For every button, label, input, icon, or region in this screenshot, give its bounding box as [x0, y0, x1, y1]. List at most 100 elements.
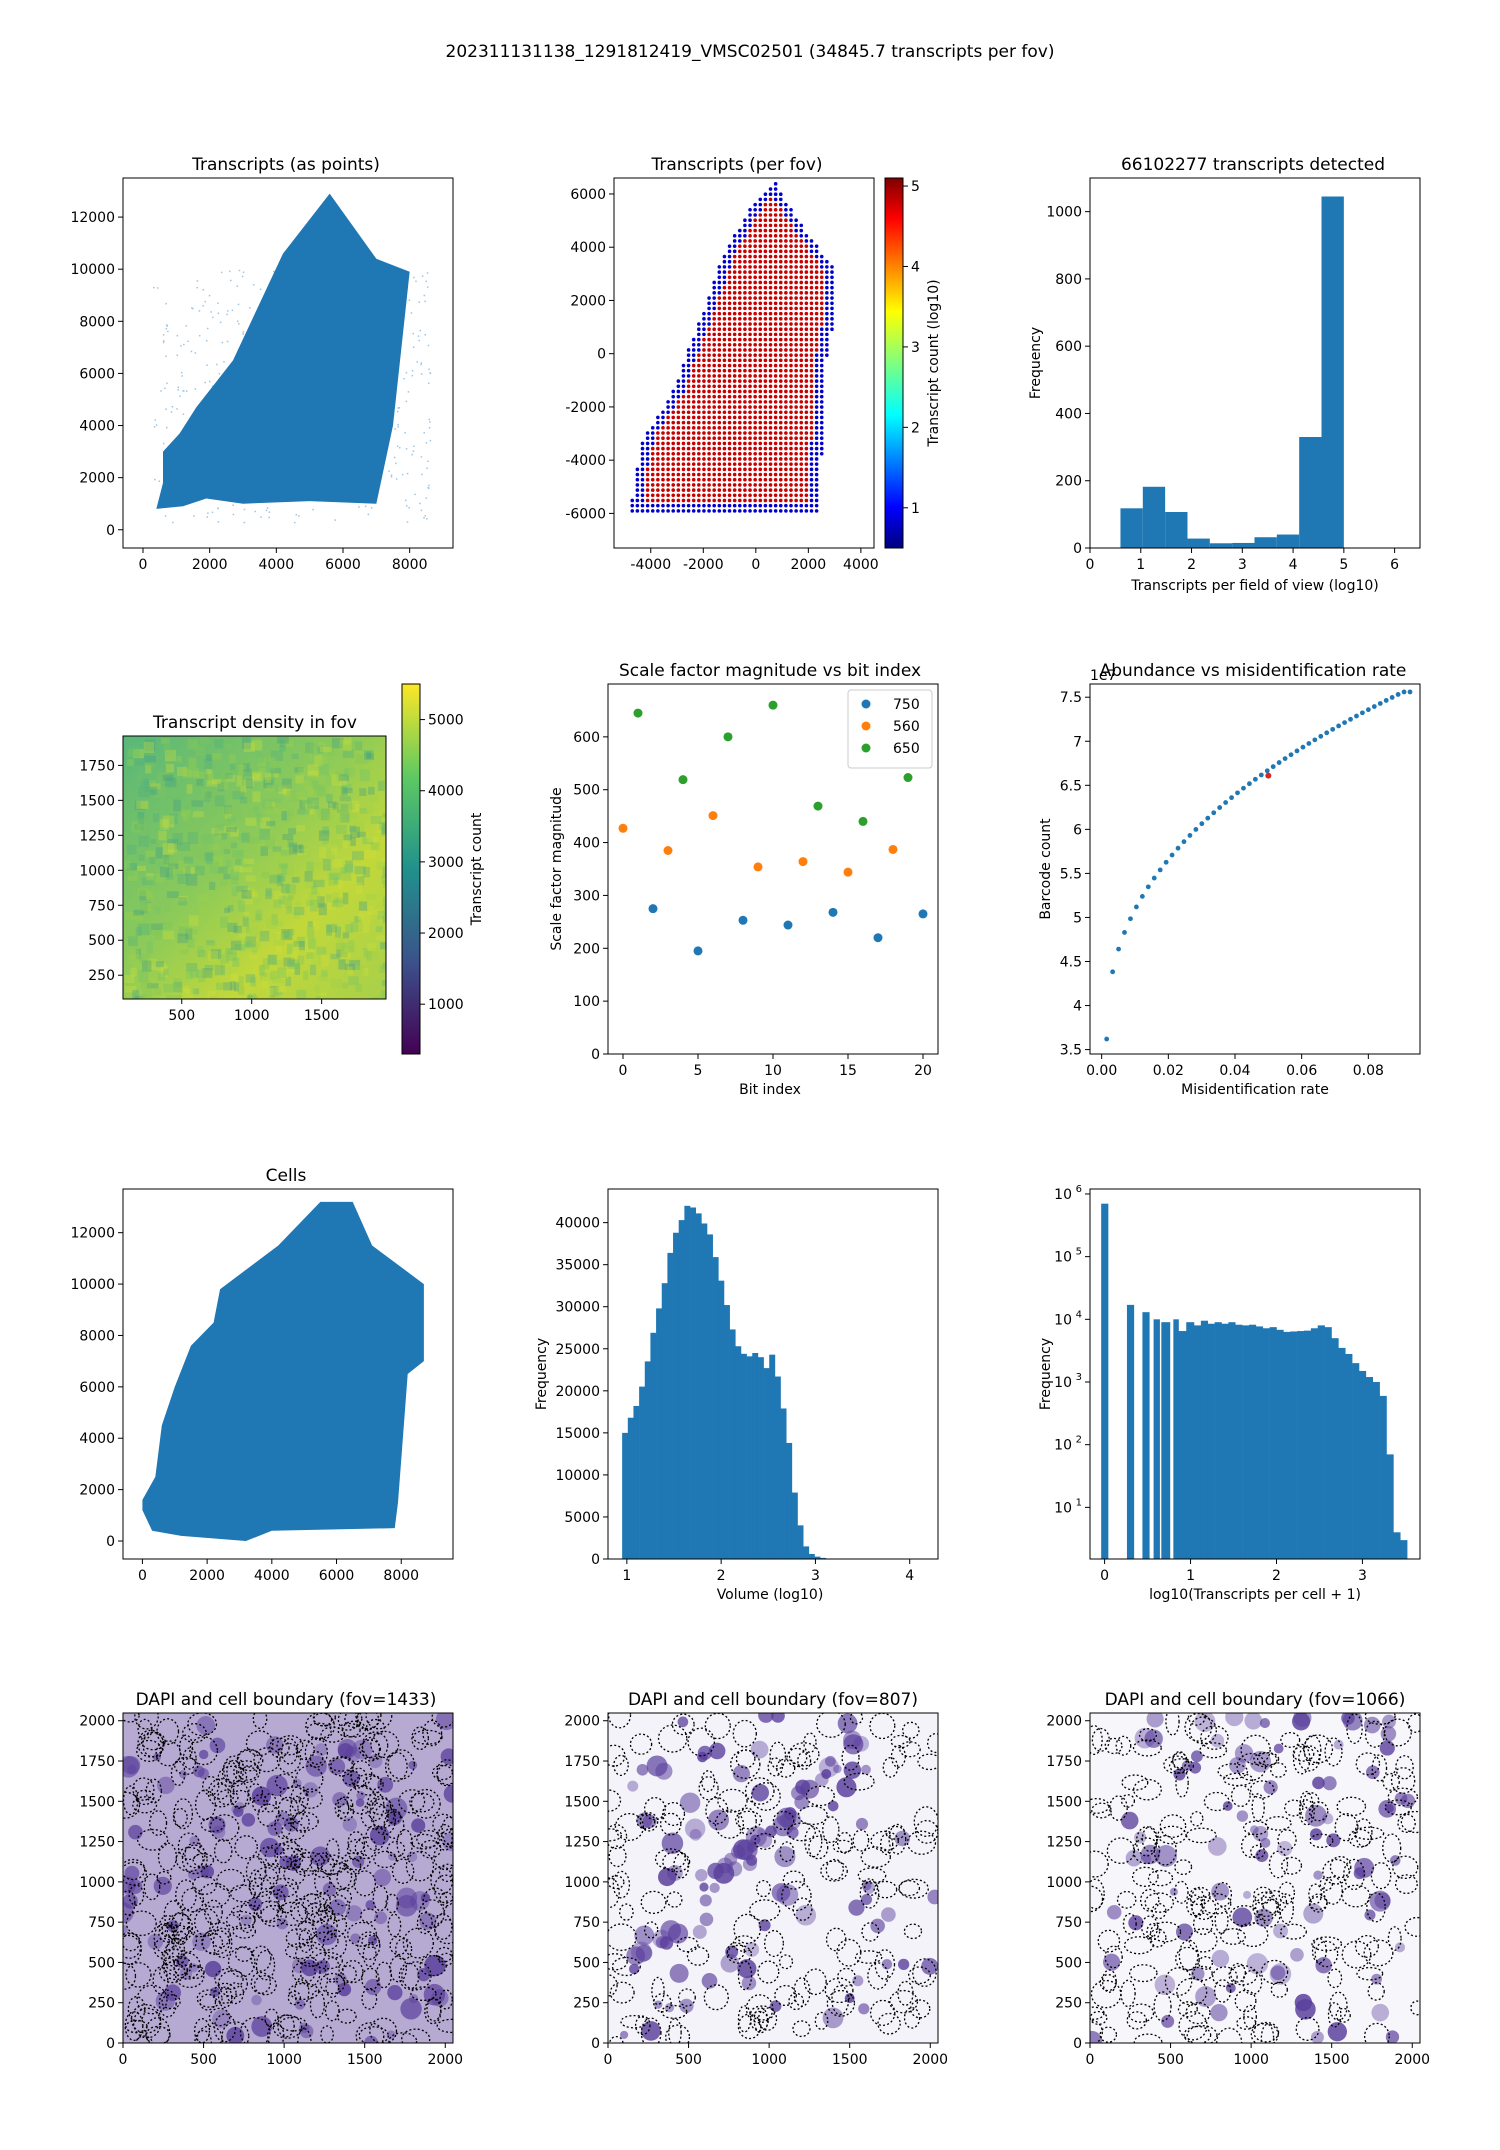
density-cell	[269, 757, 276, 769]
fov-point	[799, 389, 804, 394]
fov-point	[799, 415, 804, 420]
fov-point	[758, 431, 763, 435]
density-cell	[182, 811, 189, 821]
cell-boundary	[236, 1749, 264, 1772]
barcode-point	[1276, 760, 1282, 765]
fov-point	[809, 259, 814, 264]
fov-point	[712, 457, 716, 461]
density-cell	[162, 843, 175, 855]
histogram-bar	[780, 1408, 787, 1559]
fov-point	[676, 384, 681, 389]
fov-point	[804, 337, 809, 342]
fov-point	[753, 259, 757, 264]
density-cell	[140, 902, 152, 912]
fov-point	[804, 467, 809, 472]
fov-point	[804, 389, 809, 394]
fov-point	[814, 322, 819, 326]
cell-boundary	[1270, 1981, 1288, 1998]
fov-point	[697, 405, 701, 409]
fov-point	[666, 431, 670, 435]
fov-point	[645, 503, 650, 508]
density-cell	[306, 861, 314, 872]
fov-point	[794, 327, 798, 331]
fov-point	[671, 420, 676, 425]
fov-point	[819, 389, 824, 394]
density-cell	[241, 926, 250, 933]
y-tick-label: 1500	[564, 1794, 600, 1810]
fov-point	[722, 467, 727, 472]
nucleus	[861, 1880, 872, 1891]
fov-point	[743, 280, 747, 285]
density-cell	[306, 900, 314, 907]
sparse-point	[165, 327, 168, 330]
density-cell	[303, 780, 313, 791]
fov-point	[778, 509, 783, 513]
nucleus	[1273, 1743, 1284, 1754]
fov-point	[737, 270, 742, 274]
fov-point	[778, 384, 783, 389]
cell-boundary	[792, 2020, 811, 2038]
fov-point	[707, 493, 711, 498]
density-cell	[271, 959, 283, 966]
fov-point	[748, 394, 752, 399]
density-cell	[160, 965, 168, 978]
nucleus	[305, 1755, 327, 1777]
cell-boundary	[145, 2025, 171, 2043]
density-cell	[332, 892, 340, 903]
fov-point	[722, 317, 727, 321]
fov-point	[727, 405, 732, 409]
cell-boundary	[173, 1952, 201, 1980]
fov-point	[732, 400, 737, 404]
cell-boundary	[208, 2007, 231, 2027]
density-cell	[232, 957, 240, 967]
density-cell	[210, 949, 222, 959]
plot-layer	[142, 1201, 424, 1542]
cell-boundary	[384, 1751, 408, 1782]
fov-point	[732, 483, 737, 487]
histogram-bar	[1310, 1328, 1319, 1559]
density-cell	[201, 788, 211, 800]
density-cell	[131, 821, 141, 833]
density-cell	[364, 753, 374, 760]
fov-point	[732, 493, 737, 498]
density-cell	[316, 946, 327, 955]
histogram-bar	[1317, 1325, 1325, 1559]
y-tick-label: 1500	[1046, 1794, 1082, 1810]
fov-point	[814, 363, 819, 368]
fov-point	[819, 301, 824, 306]
density-cell	[201, 834, 213, 844]
density-cell	[272, 846, 282, 852]
fov-point	[753, 394, 757, 399]
fov-point	[676, 420, 681, 425]
cell-boundary	[293, 1856, 319, 1877]
fov-point	[799, 457, 804, 461]
fov-point	[722, 410, 727, 415]
density-cell	[176, 755, 182, 763]
nucleus	[251, 1994, 262, 2006]
fov-point	[758, 493, 763, 498]
fov-point	[727, 426, 732, 430]
fov-point	[819, 337, 824, 342]
barcode-point	[1401, 689, 1407, 695]
fov-point	[768, 259, 773, 264]
cell-boundary	[1400, 1810, 1420, 1834]
panel-title: Transcripts (as points)	[191, 155, 380, 175]
fov-point	[768, 280, 773, 285]
cell-boundary	[864, 1880, 879, 1896]
scatter-point-560	[798, 857, 808, 867]
y-tick-label: 1750	[79, 1754, 115, 1770]
density-cell	[293, 907, 305, 916]
cell-boundary	[1397, 1813, 1416, 1833]
fov-point	[794, 503, 798, 508]
density-cell	[172, 833, 183, 846]
nucleus	[1374, 1892, 1391, 1909]
density-cell	[370, 842, 380, 851]
x-tick-label: 1500	[1314, 2052, 1350, 2068]
y-tick-label: 10	[1054, 1500, 1072, 1516]
density-cell	[165, 749, 177, 762]
scatter-point-750	[783, 920, 793, 930]
density-field	[123, 736, 386, 999]
sparse-point	[405, 505, 408, 507]
fov-point	[712, 415, 716, 420]
density-cell	[237, 850, 243, 860]
